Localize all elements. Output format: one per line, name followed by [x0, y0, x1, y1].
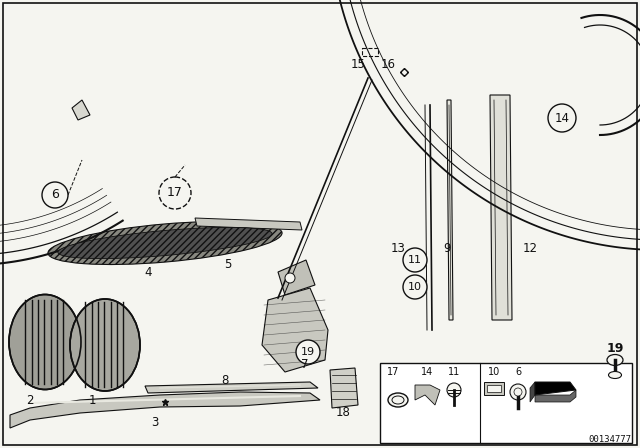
- Polygon shape: [195, 218, 302, 230]
- Circle shape: [514, 388, 522, 396]
- Polygon shape: [262, 288, 328, 372]
- Text: 13: 13: [390, 241, 405, 254]
- Circle shape: [296, 340, 320, 364]
- Text: 9: 9: [444, 241, 451, 254]
- Text: 11: 11: [408, 255, 422, 265]
- Polygon shape: [10, 392, 320, 428]
- Text: 8: 8: [221, 374, 228, 387]
- Polygon shape: [535, 382, 576, 395]
- Circle shape: [403, 275, 427, 299]
- Ellipse shape: [70, 299, 140, 391]
- Text: 14: 14: [421, 367, 433, 377]
- Polygon shape: [415, 385, 440, 405]
- Text: 19: 19: [301, 347, 315, 357]
- Text: 18: 18: [335, 406, 351, 419]
- Text: 14: 14: [554, 112, 570, 125]
- Bar: [484, 382, 504, 395]
- Circle shape: [42, 182, 68, 208]
- Text: 6: 6: [51, 189, 59, 202]
- Circle shape: [510, 384, 526, 400]
- Polygon shape: [72, 100, 90, 120]
- Polygon shape: [535, 390, 576, 402]
- Circle shape: [548, 104, 576, 132]
- Text: 00134777: 00134777: [589, 435, 632, 444]
- Polygon shape: [490, 95, 512, 320]
- Polygon shape: [145, 382, 318, 393]
- Polygon shape: [530, 382, 535, 402]
- Text: 17: 17: [167, 186, 183, 199]
- Circle shape: [285, 273, 295, 283]
- Bar: [380, 363, 632, 443]
- Circle shape: [403, 248, 427, 272]
- Ellipse shape: [388, 393, 408, 407]
- Ellipse shape: [609, 371, 621, 379]
- Ellipse shape: [392, 396, 404, 404]
- Ellipse shape: [58, 228, 272, 258]
- Ellipse shape: [48, 221, 282, 264]
- Text: 11: 11: [448, 367, 460, 377]
- Circle shape: [447, 383, 461, 397]
- Polygon shape: [447, 100, 453, 320]
- Bar: [362, 48, 378, 56]
- Ellipse shape: [9, 294, 81, 389]
- Text: 3: 3: [151, 415, 159, 428]
- Text: 10: 10: [488, 367, 500, 377]
- Text: 17: 17: [387, 367, 399, 377]
- Text: 19: 19: [606, 341, 624, 354]
- Text: 6: 6: [515, 367, 521, 377]
- Text: 7: 7: [301, 358, 308, 371]
- Text: 10: 10: [408, 282, 422, 292]
- Polygon shape: [330, 368, 358, 408]
- Text: 4: 4: [144, 266, 152, 279]
- Text: 12: 12: [522, 241, 538, 254]
- Polygon shape: [278, 260, 315, 295]
- Bar: [487, 385, 501, 392]
- Text: 15: 15: [351, 59, 365, 72]
- Ellipse shape: [607, 354, 623, 366]
- Text: 5: 5: [224, 258, 232, 271]
- Text: 2: 2: [26, 393, 34, 406]
- Text: 16: 16: [381, 59, 396, 72]
- Text: 1: 1: [88, 393, 96, 406]
